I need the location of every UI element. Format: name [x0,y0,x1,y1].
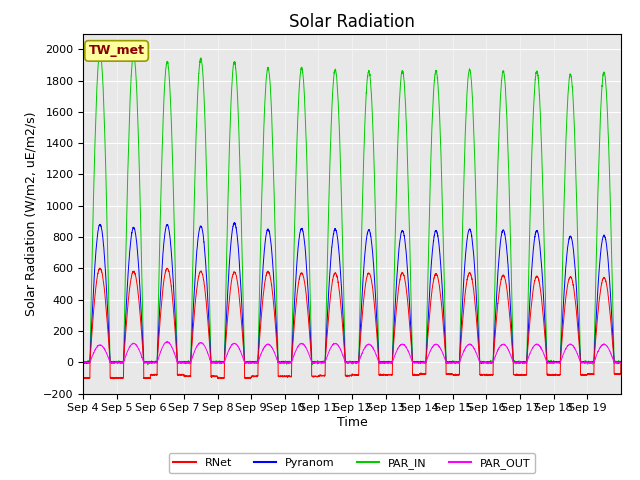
Pyranom [500,227,508,233]
PAR_OUT [163,339,171,345]
Text: TW_met: TW_met [88,44,145,58]
RNet [617,359,625,365]
Pyranom [230,220,238,226]
PAR_OUT [617,359,625,365]
RNet [540,319,548,325]
PAR_IN [191,176,198,182]
Pyranom [540,299,548,304]
PAR_IN [617,359,625,365]
PAR_OUT [79,359,87,365]
RNet [79,375,87,381]
PAR_OUT [372,351,380,357]
Pyranom [617,359,625,365]
RNet [110,376,118,382]
X-axis label: Time: Time [337,416,367,429]
Y-axis label: Solar Radiation (W/m2, uE/m2/s): Solar Radiation (W/m2, uE/m2/s) [24,111,37,316]
Title: Solar Radiation: Solar Radiation [289,12,415,31]
PAR_IN [144,362,152,368]
PAR_IN [540,224,548,229]
Pyranom [79,359,87,365]
Line: PAR_IN: PAR_IN [83,51,621,365]
PAR_OUT [540,351,548,357]
PAR_OUT [282,360,289,366]
RNet [401,276,409,282]
Pyranom [478,360,486,366]
PAR_OUT [191,348,198,353]
RNet [372,321,380,326]
PAR_IN [96,48,104,54]
RNet [96,265,104,271]
Line: Pyranom: Pyranom [83,223,621,363]
PAR_OUT [401,343,409,348]
RNet [500,272,508,278]
PAR_IN [79,359,87,364]
Pyranom [372,299,380,305]
PAR_OUT [526,351,534,357]
Legend: RNet, Pyranom, PAR_IN, PAR_OUT: RNet, Pyranom, PAR_IN, PAR_OUT [169,453,535,473]
Pyranom [191,281,198,287]
Line: RNet: RNet [83,268,621,379]
Pyranom [526,297,534,303]
PAR_OUT [500,341,508,347]
RNet [191,304,198,310]
PAR_IN [401,89,409,95]
PAR_IN [500,70,508,75]
PAR_IN [526,222,534,228]
Line: PAR_OUT: PAR_OUT [83,342,621,363]
Pyranom [401,236,408,242]
RNet [526,318,534,324]
PAR_IN [372,233,380,239]
